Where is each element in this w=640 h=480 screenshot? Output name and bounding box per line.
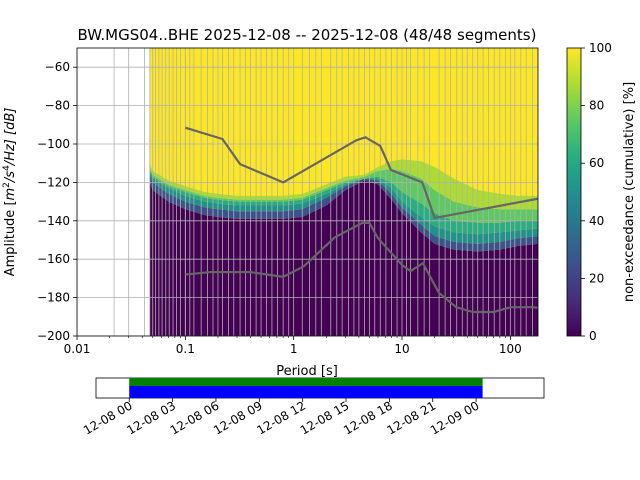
y-tick-label: −80 — [45, 99, 70, 113]
y-axis: −200 −180 −160 −140 −120 −100 −80 −60 — [37, 60, 77, 343]
y-tick-label: −200 — [37, 329, 70, 343]
heatmap-band-p75 — [149, 167, 538, 223]
timeline-tick-label: 12-09 00 — [428, 398, 482, 437]
timeline-data-bar — [129, 378, 483, 386]
timeline-used-bar — [129, 386, 483, 398]
noise-model-low — [185, 221, 538, 314]
x-tick-label: 0.1 — [176, 342, 195, 356]
timeline-tick-label: 12-08 18 — [341, 398, 395, 437]
timeline-coverage-bars — [129, 378, 483, 398]
timeline-tick-label: 12-08 21 — [384, 398, 438, 437]
heatmap-band-p10 — [149, 174, 538, 252]
y-tick-label: −60 — [45, 60, 70, 74]
plot-frame — [76, 47, 539, 337]
y-tick-label: −120 — [37, 175, 70, 189]
colorbar-tick-label: 40 — [589, 214, 604, 228]
y-tick-label: −140 — [37, 214, 70, 228]
colorbar-tick-label: 60 — [589, 156, 604, 170]
heatmap-band-p50 — [149, 168, 538, 235]
noise-model-high — [185, 126, 538, 220]
colorbar: 0 20 40 60 80 100 non-exceedance (cumulative)… — [566, 41, 637, 343]
x-tick-label: 1 — [290, 342, 298, 356]
timeline-tick-label: 12-08 00 — [81, 398, 135, 437]
x-axis: 0.01 0.1 1 10 100 — [64, 336, 522, 356]
y-tick-label: −160 — [37, 252, 70, 266]
heatmap-band-p25 — [149, 170, 538, 244]
timeline-tick-label: 12-08 12 — [254, 398, 308, 437]
x-tick-label: 100 — [499, 342, 522, 356]
timeline-tick-label: 12-08 15 — [298, 398, 352, 437]
x-tick-label: 10 — [394, 342, 409, 356]
colorbar-tick-label: 20 — [589, 271, 604, 285]
timeline-tick-label: 12-08 09 — [211, 398, 265, 437]
gridlines — [77, 48, 538, 336]
heatmap-band-p0 — [149, 180, 538, 336]
colorbar-label: non-exceedance (cumulative) [%] — [622, 82, 637, 302]
noise-model-curves — [185, 126, 538, 314]
heatmap-band-p90 — [149, 159, 538, 210]
colorbar-tick-label: 100 — [589, 41, 612, 55]
chart-title: BW.MGS04..BHE 2025-12-08 -- 2025-12-08 (… — [78, 26, 537, 44]
psd-plot-area — [76, 47, 539, 337]
psd-heatmap — [149, 48, 538, 336]
colorbar-tick-label: 80 — [589, 99, 604, 113]
x-tick-label: 0.01 — [64, 342, 91, 356]
y-axis-label: Amplitude [m2/s4/Hz] [dB] — [2, 108, 18, 277]
timeline-tick-label: 12-08 06 — [168, 398, 222, 437]
x-axis-label: Period [s] — [276, 364, 338, 379]
timeline-tick-label: 12-08 03 — [124, 398, 178, 437]
y-tick-label: −100 — [37, 137, 70, 151]
colorbar-ticks: 0 20 40 60 80 100 — [581, 41, 612, 343]
y-tick-label: −180 — [37, 291, 70, 305]
colorbar-gradient — [566, 47, 582, 337]
colorbar-tick-label: 0 — [589, 329, 597, 343]
period-bin-lines — [113, 48, 533, 336]
